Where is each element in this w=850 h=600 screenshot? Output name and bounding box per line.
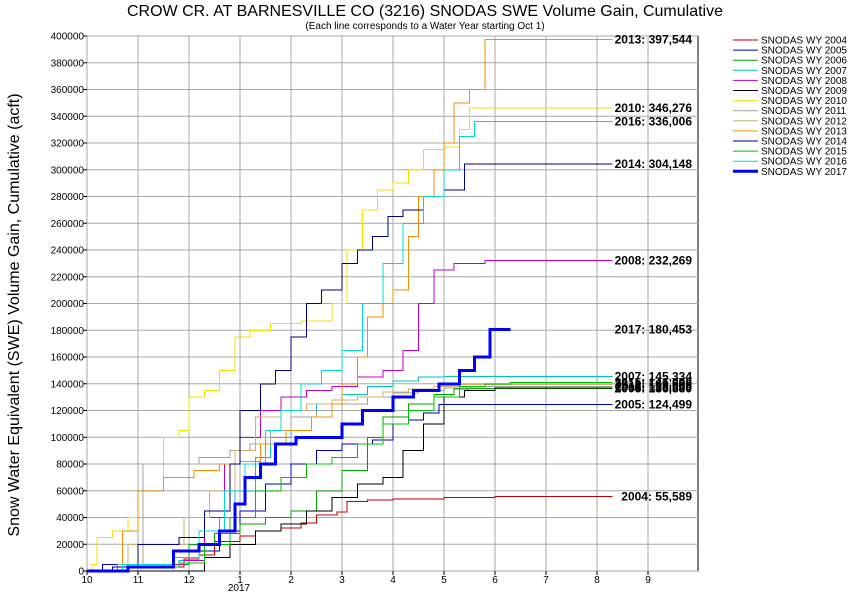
x-tick-label: 2 [288, 575, 294, 586]
y-tick-label: 340000 [51, 112, 85, 123]
legend-label: SNODAS WY 2011 [761, 106, 847, 117]
y-tick-label: 20000 [56, 540, 84, 551]
legend-label: SNODAS WY 2014 [761, 137, 847, 148]
series-line [87, 107, 613, 572]
y-tick-label: 120000 [51, 406, 85, 417]
legend-label: SNODAS WY 2015 [761, 147, 847, 158]
legend-label: SNODAS WY 2008 [761, 76, 847, 87]
legend-label: SNODAS WY 2004 [761, 36, 847, 47]
legend-label: SNODAS WY 2013 [761, 126, 847, 137]
x-tick-label: 9 [645, 575, 651, 586]
y-tick-label: 140000 [51, 379, 85, 390]
legend-label: SNODAS WY 2006 [761, 56, 847, 67]
series-annotation: 2013: 397,544 [615, 32, 693, 46]
y-tick-label: 400000 [51, 32, 85, 43]
series-annotation: 2009: 136,800 [615, 381, 693, 395]
y-tick-label: 360000 [51, 85, 85, 96]
y-tick-label: 0 [78, 567, 84, 578]
series-line [87, 121, 613, 572]
legend-label: SNODAS WY 2017 [761, 167, 847, 178]
series-annotation: 2005: 124,499 [615, 397, 693, 411]
series-line [87, 381, 613, 572]
series-annotation: 2004: 55,589 [621, 490, 692, 504]
x-tick-label: 3 [339, 575, 345, 586]
legend-label: SNODAS WY 2007 [761, 66, 847, 77]
series-lines [87, 38, 613, 573]
x-tick-label: 5 [441, 575, 447, 586]
y-tick-label: 320000 [51, 139, 85, 150]
y-tick-label: 220000 [51, 272, 85, 283]
series-line [87, 163, 613, 572]
legend-label: SNODAS WY 2009 [761, 86, 847, 97]
series-annotation: 2010: 346,276 [615, 101, 693, 115]
series-annotation: 2008: 232,269 [615, 253, 693, 267]
gridlines [86, 35, 698, 572]
series-annotation: 2007: 145,334 [615, 370, 693, 384]
x-tick-label: 7 [543, 575, 549, 586]
x-axis-ticks: 10 11 12 1 2 3 4 5 6 7 8 9 [81, 571, 651, 586]
x-tick-label: 4 [390, 575, 396, 586]
series-annotation: 2006: 136,580 [615, 381, 693, 395]
legend-label: SNODAS WY 2005 [761, 46, 847, 57]
x-tick-label: 8 [594, 575, 600, 586]
y-tick-label: 260000 [51, 219, 85, 230]
series-annotation: 2015: 141,000 [615, 375, 693, 389]
x-tick-label: 6 [492, 575, 498, 586]
y-tick-label: 160000 [51, 353, 85, 364]
y-tick-label: 280000 [51, 192, 85, 203]
y-tick-label: 60000 [56, 486, 84, 497]
series-annotation: 2014: 304,148 [615, 157, 693, 171]
x-tick-label: 12 [183, 575, 195, 586]
year-label: 2017 [228, 583, 251, 594]
series-annotation: 2012: 139,500 [615, 377, 693, 391]
series-annotation: 2017: 180,453 [615, 323, 693, 337]
series-annotation: 2016: 336,006 [615, 115, 693, 129]
y-tick-label: 300000 [51, 165, 85, 176]
y-tick-label: 240000 [51, 246, 85, 257]
y-axis-ticks: 0 20000 40000 60000 80000 100000 120000 140000 1… [51, 32, 87, 578]
y-tick-label: 380000 [51, 58, 85, 69]
y-tick-label: 80000 [56, 460, 84, 471]
legend-label: SNODAS WY 2010 [761, 96, 847, 107]
y-tick-label: 40000 [56, 513, 84, 524]
chart-subtitle: (Each line corresponds to a Water Year s… [305, 21, 544, 32]
y-tick-label: 200000 [51, 299, 85, 310]
y-axis-label: Snow Water Equivalent (SWE) Volume Gain,… [6, 93, 23, 536]
series-annotation: 2011: 138,000 [615, 379, 692, 393]
series-line [87, 38, 613, 572]
series-line [87, 328, 511, 573]
y-tick-label: 100000 [51, 433, 85, 444]
y-tick-label: 180000 [51, 326, 85, 337]
x-tick-label: 1 [237, 575, 243, 586]
legend-label: SNODAS WY 2016 [761, 157, 847, 168]
x-tick-label: 10 [81, 575, 93, 586]
chart-title: CROW CR. AT BARNESVILLE CO (3216) SNODAS… [127, 3, 723, 20]
legend-label: SNODAS WY 2012 [761, 116, 847, 127]
x-tick-label: 11 [133, 575, 144, 586]
